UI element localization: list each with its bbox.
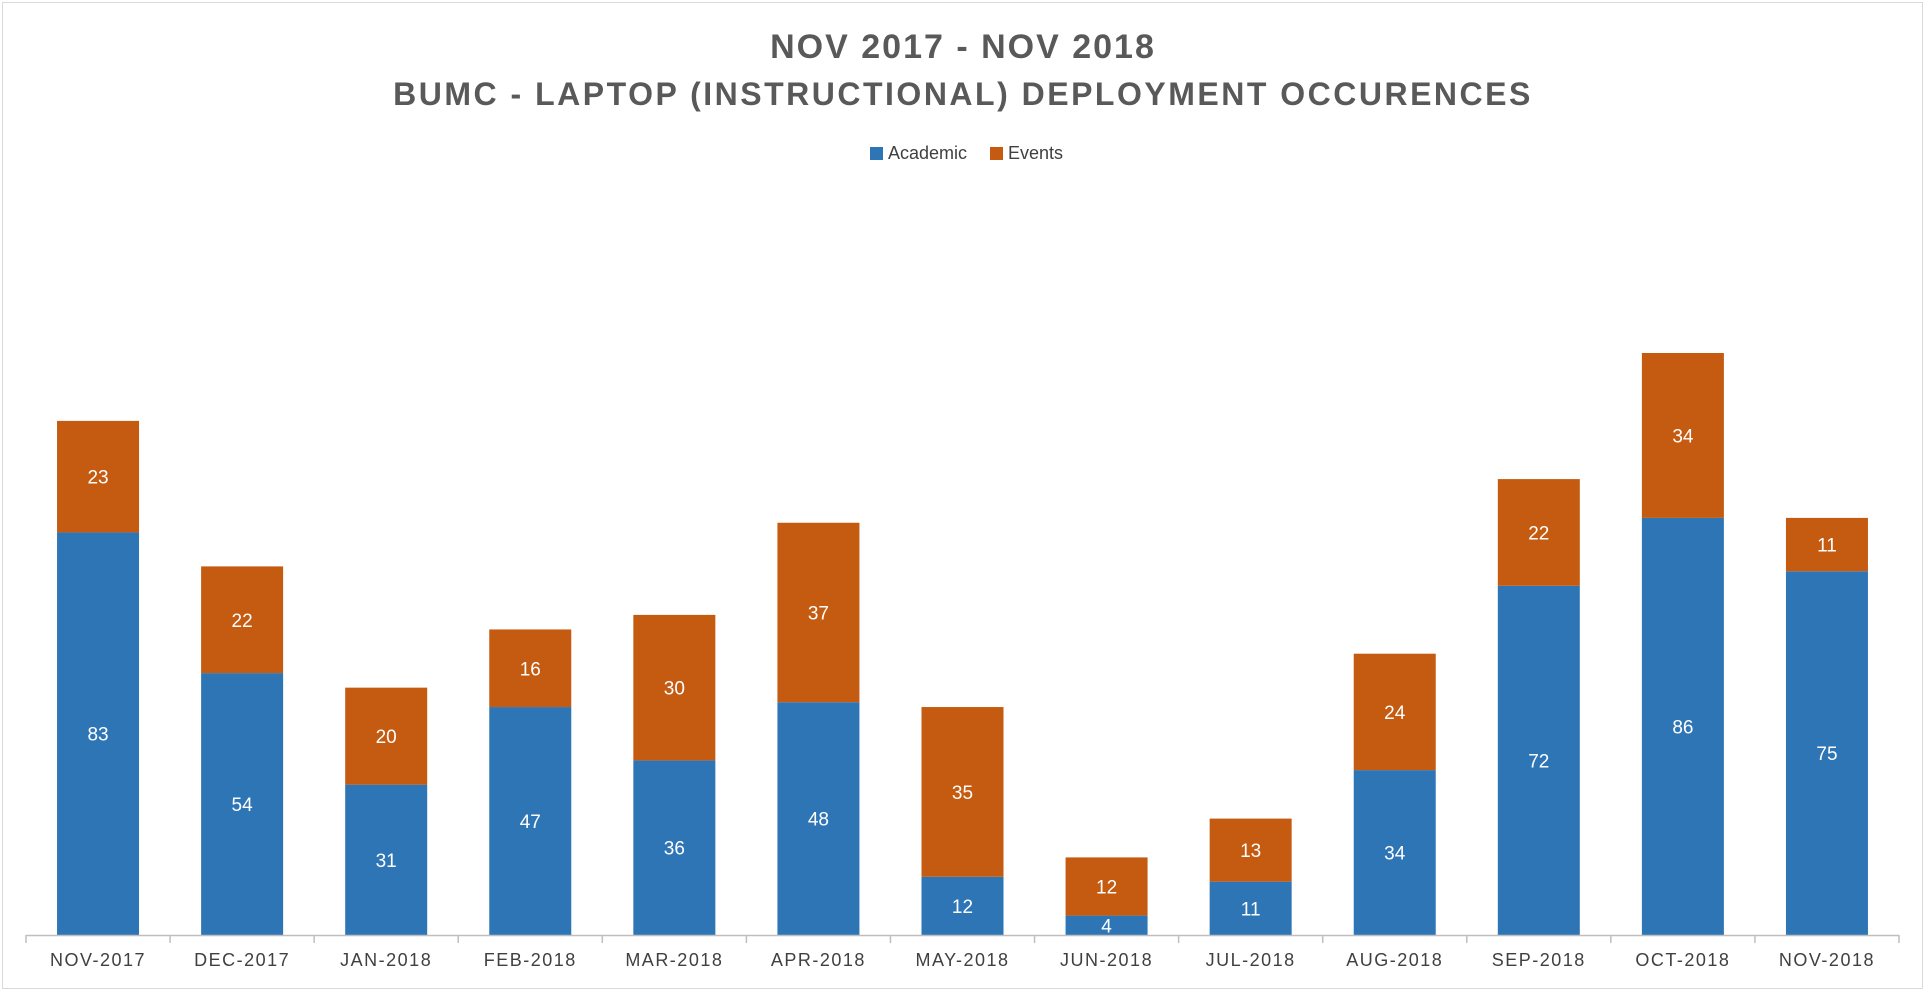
x-tick-label: JUN-2018 bbox=[1060, 950, 1153, 970]
x-tick-label: JAN-2018 bbox=[340, 950, 432, 970]
bar-academic-nov-2018 bbox=[1785, 571, 1868, 935]
data-label-academic-feb-2018: 47 bbox=[520, 812, 541, 833]
bar-academic-sep-2018 bbox=[1497, 585, 1580, 935]
bar-academic-jul-2018 bbox=[1209, 881, 1292, 935]
bar-academic-nov-2017 bbox=[57, 532, 140, 935]
x-tick-label: SEP-2018 bbox=[1492, 950, 1586, 970]
data-label-academic-nov-2018: 75 bbox=[1816, 744, 1837, 765]
data-label-events-mar-2018: 30 bbox=[664, 679, 685, 700]
bar-events-mar-2018 bbox=[633, 614, 716, 761]
data-label-events-jul-2018: 13 bbox=[1240, 841, 1261, 862]
bar-events-jul-2018 bbox=[1209, 818, 1292, 882]
legend: Academic Events bbox=[870, 143, 1063, 163]
chart-title: NOV 2017 - NOV 2018 bbox=[770, 28, 1156, 66]
x-tick-label: NOV-2017 bbox=[50, 950, 146, 970]
bars-group: 83 23 54 22 31 20 47 16 36 30 48 37 12 35 4 12 11 13 34 24 7… bbox=[57, 353, 1868, 937]
x-tick-label: AUG-2018 bbox=[1346, 950, 1443, 970]
x-tick-label: DEC-2017 bbox=[194, 950, 290, 970]
legend-label-academic: Academic bbox=[888, 143, 967, 163]
data-label-events-apr-2018: 37 bbox=[808, 603, 829, 624]
x-tick-label: OCT-2018 bbox=[1635, 950, 1730, 970]
data-label-academic-apr-2018: 48 bbox=[808, 810, 829, 831]
bar-events-dec-2017 bbox=[201, 566, 284, 674]
bar-events-oct-2018 bbox=[1641, 353, 1724, 518]
data-label-academic-jun-2018: 4 bbox=[1101, 916, 1112, 937]
data-label-academic-oct-2018: 86 bbox=[1672, 717, 1693, 738]
bar-academic-apr-2018 bbox=[777, 702, 860, 935]
data-label-events-jan-2018: 20 bbox=[376, 727, 397, 748]
data-label-events-dec-2017: 22 bbox=[232, 611, 253, 632]
x-tick-label: MAR-2018 bbox=[625, 950, 723, 970]
bar-events-apr-2018 bbox=[777, 522, 860, 703]
data-label-events-nov-2017: 23 bbox=[87, 468, 108, 489]
data-label-events-nov-2018: 11 bbox=[1817, 536, 1837, 557]
x-tick-label: JUL-2018 bbox=[1206, 950, 1296, 970]
bar-academic-aug-2018 bbox=[1353, 770, 1436, 935]
data-label-academic-sep-2018: 72 bbox=[1528, 751, 1549, 772]
bar-academic-mar-2018 bbox=[633, 760, 716, 935]
data-label-academic-mar-2018: 36 bbox=[664, 839, 685, 860]
bar-events-nov-2018 bbox=[1785, 517, 1868, 572]
bar-events-aug-2018 bbox=[1353, 653, 1436, 771]
data-label-events-aug-2018: 24 bbox=[1384, 703, 1406, 724]
bar-academic-oct-2018 bbox=[1641, 517, 1724, 935]
bar-academic-feb-2018 bbox=[489, 707, 572, 935]
data-label-academic-jan-2018: 31 bbox=[376, 851, 397, 872]
bar-events-feb-2018 bbox=[489, 629, 572, 708]
data-label-events-oct-2018: 34 bbox=[1672, 426, 1694, 447]
bar-academic-dec-2017 bbox=[201, 673, 284, 935]
bar-events-jun-2018 bbox=[1065, 857, 1148, 916]
bar-academic-jun-2018 bbox=[1065, 915, 1148, 935]
legend-swatch-academic bbox=[870, 147, 883, 160]
chart-subtitle: BUMC - LAPTOP (INSTRUCTIONAL) DEPLOYMENT… bbox=[393, 76, 1533, 112]
x-tick-label: MAY-2018 bbox=[915, 950, 1009, 970]
bar-academic-jan-2018 bbox=[345, 784, 428, 935]
bar-events-nov-2017 bbox=[57, 420, 140, 533]
x-tick-label: APR-2018 bbox=[771, 950, 866, 970]
bar-academic-may-2018 bbox=[921, 876, 1004, 935]
legend-swatch-events bbox=[990, 147, 1003, 160]
data-label-academic-aug-2018: 34 bbox=[1384, 844, 1406, 865]
data-label-academic-dec-2017: 54 bbox=[232, 795, 254, 816]
x-axis: NOV-2017 DEC-2017 JAN-2018 FEB-2018 MAR-2018… bbox=[25, 934, 1900, 970]
data-label-events-jun-2018: 12 bbox=[1096, 878, 1117, 899]
data-label-academic-nov-2017: 83 bbox=[87, 725, 108, 746]
data-label-events-feb-2018: 16 bbox=[520, 659, 541, 680]
x-tick-label: NOV-2018 bbox=[1779, 950, 1875, 970]
data-label-academic-jul-2018: 11 bbox=[1241, 899, 1261, 920]
data-label-events-sep-2018: 22 bbox=[1528, 523, 1549, 544]
data-label-events-may-2018: 35 bbox=[952, 783, 973, 804]
bar-events-may-2018 bbox=[921, 707, 1004, 877]
data-label-academic-may-2018: 12 bbox=[952, 897, 973, 918]
x-tick-label: FEB-2018 bbox=[484, 950, 577, 970]
bar-events-sep-2018 bbox=[1497, 479, 1580, 586]
bar-events-jan-2018 bbox=[345, 687, 428, 785]
legend-label-events: Events bbox=[1008, 143, 1063, 163]
